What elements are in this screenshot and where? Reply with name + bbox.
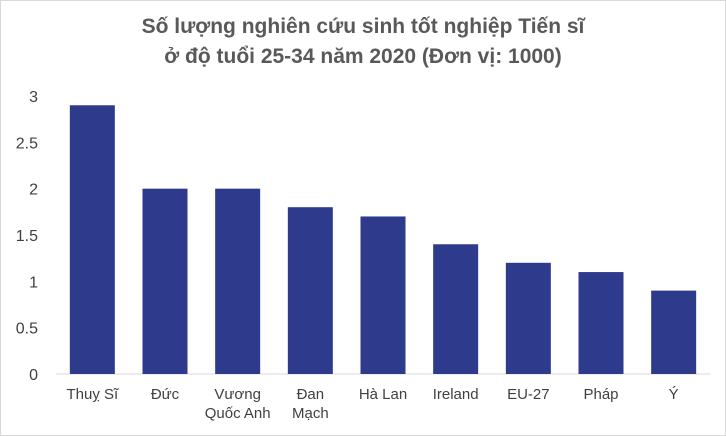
chart-title-line-1: Số lượng nghiên cứu sinh tốt nghiệp Tiến… bbox=[141, 15, 585, 38]
bar bbox=[433, 244, 479, 374]
x-category-label: Pháp bbox=[583, 386, 618, 403]
x-category-label: Ý bbox=[669, 386, 679, 403]
x-category-label: Đức bbox=[151, 386, 180, 403]
y-tick-label: 1 bbox=[29, 274, 38, 291]
y-tick-label: 0.5 bbox=[16, 321, 38, 338]
x-category-label: Đan Mạch bbox=[292, 386, 329, 422]
y-tick-label: 2.5 bbox=[16, 135, 38, 152]
x-category-label: Thuỵ Sĩ bbox=[66, 386, 119, 403]
x-category-label: Hà Lan bbox=[359, 386, 407, 403]
bar bbox=[215, 188, 261, 374]
y-tick-label: 1.5 bbox=[16, 228, 38, 245]
bar bbox=[287, 207, 333, 374]
y-tick-label: 3 bbox=[29, 89, 38, 106]
bar bbox=[360, 216, 406, 374]
bar bbox=[69, 105, 115, 375]
y-tick-label: 2 bbox=[29, 182, 38, 199]
x-category-label: EU-27 bbox=[507, 386, 550, 403]
x-category-label: Vương Quốc Anh bbox=[205, 386, 271, 422]
x-category-label: Ireland bbox=[433, 386, 479, 403]
y-tick-label: 0 bbox=[29, 367, 38, 384]
bar bbox=[142, 188, 188, 374]
chart-title-line-2: ở độ tuổi 25-34 năm 2020 (Đơn vị: 1000) bbox=[164, 45, 562, 68]
bar bbox=[651, 290, 697, 374]
bar bbox=[578, 272, 624, 374]
bar bbox=[505, 262, 551, 374]
